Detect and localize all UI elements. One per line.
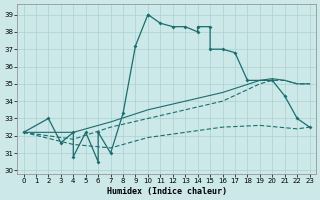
X-axis label: Humidex (Indice chaleur): Humidex (Indice chaleur) bbox=[107, 187, 227, 196]
